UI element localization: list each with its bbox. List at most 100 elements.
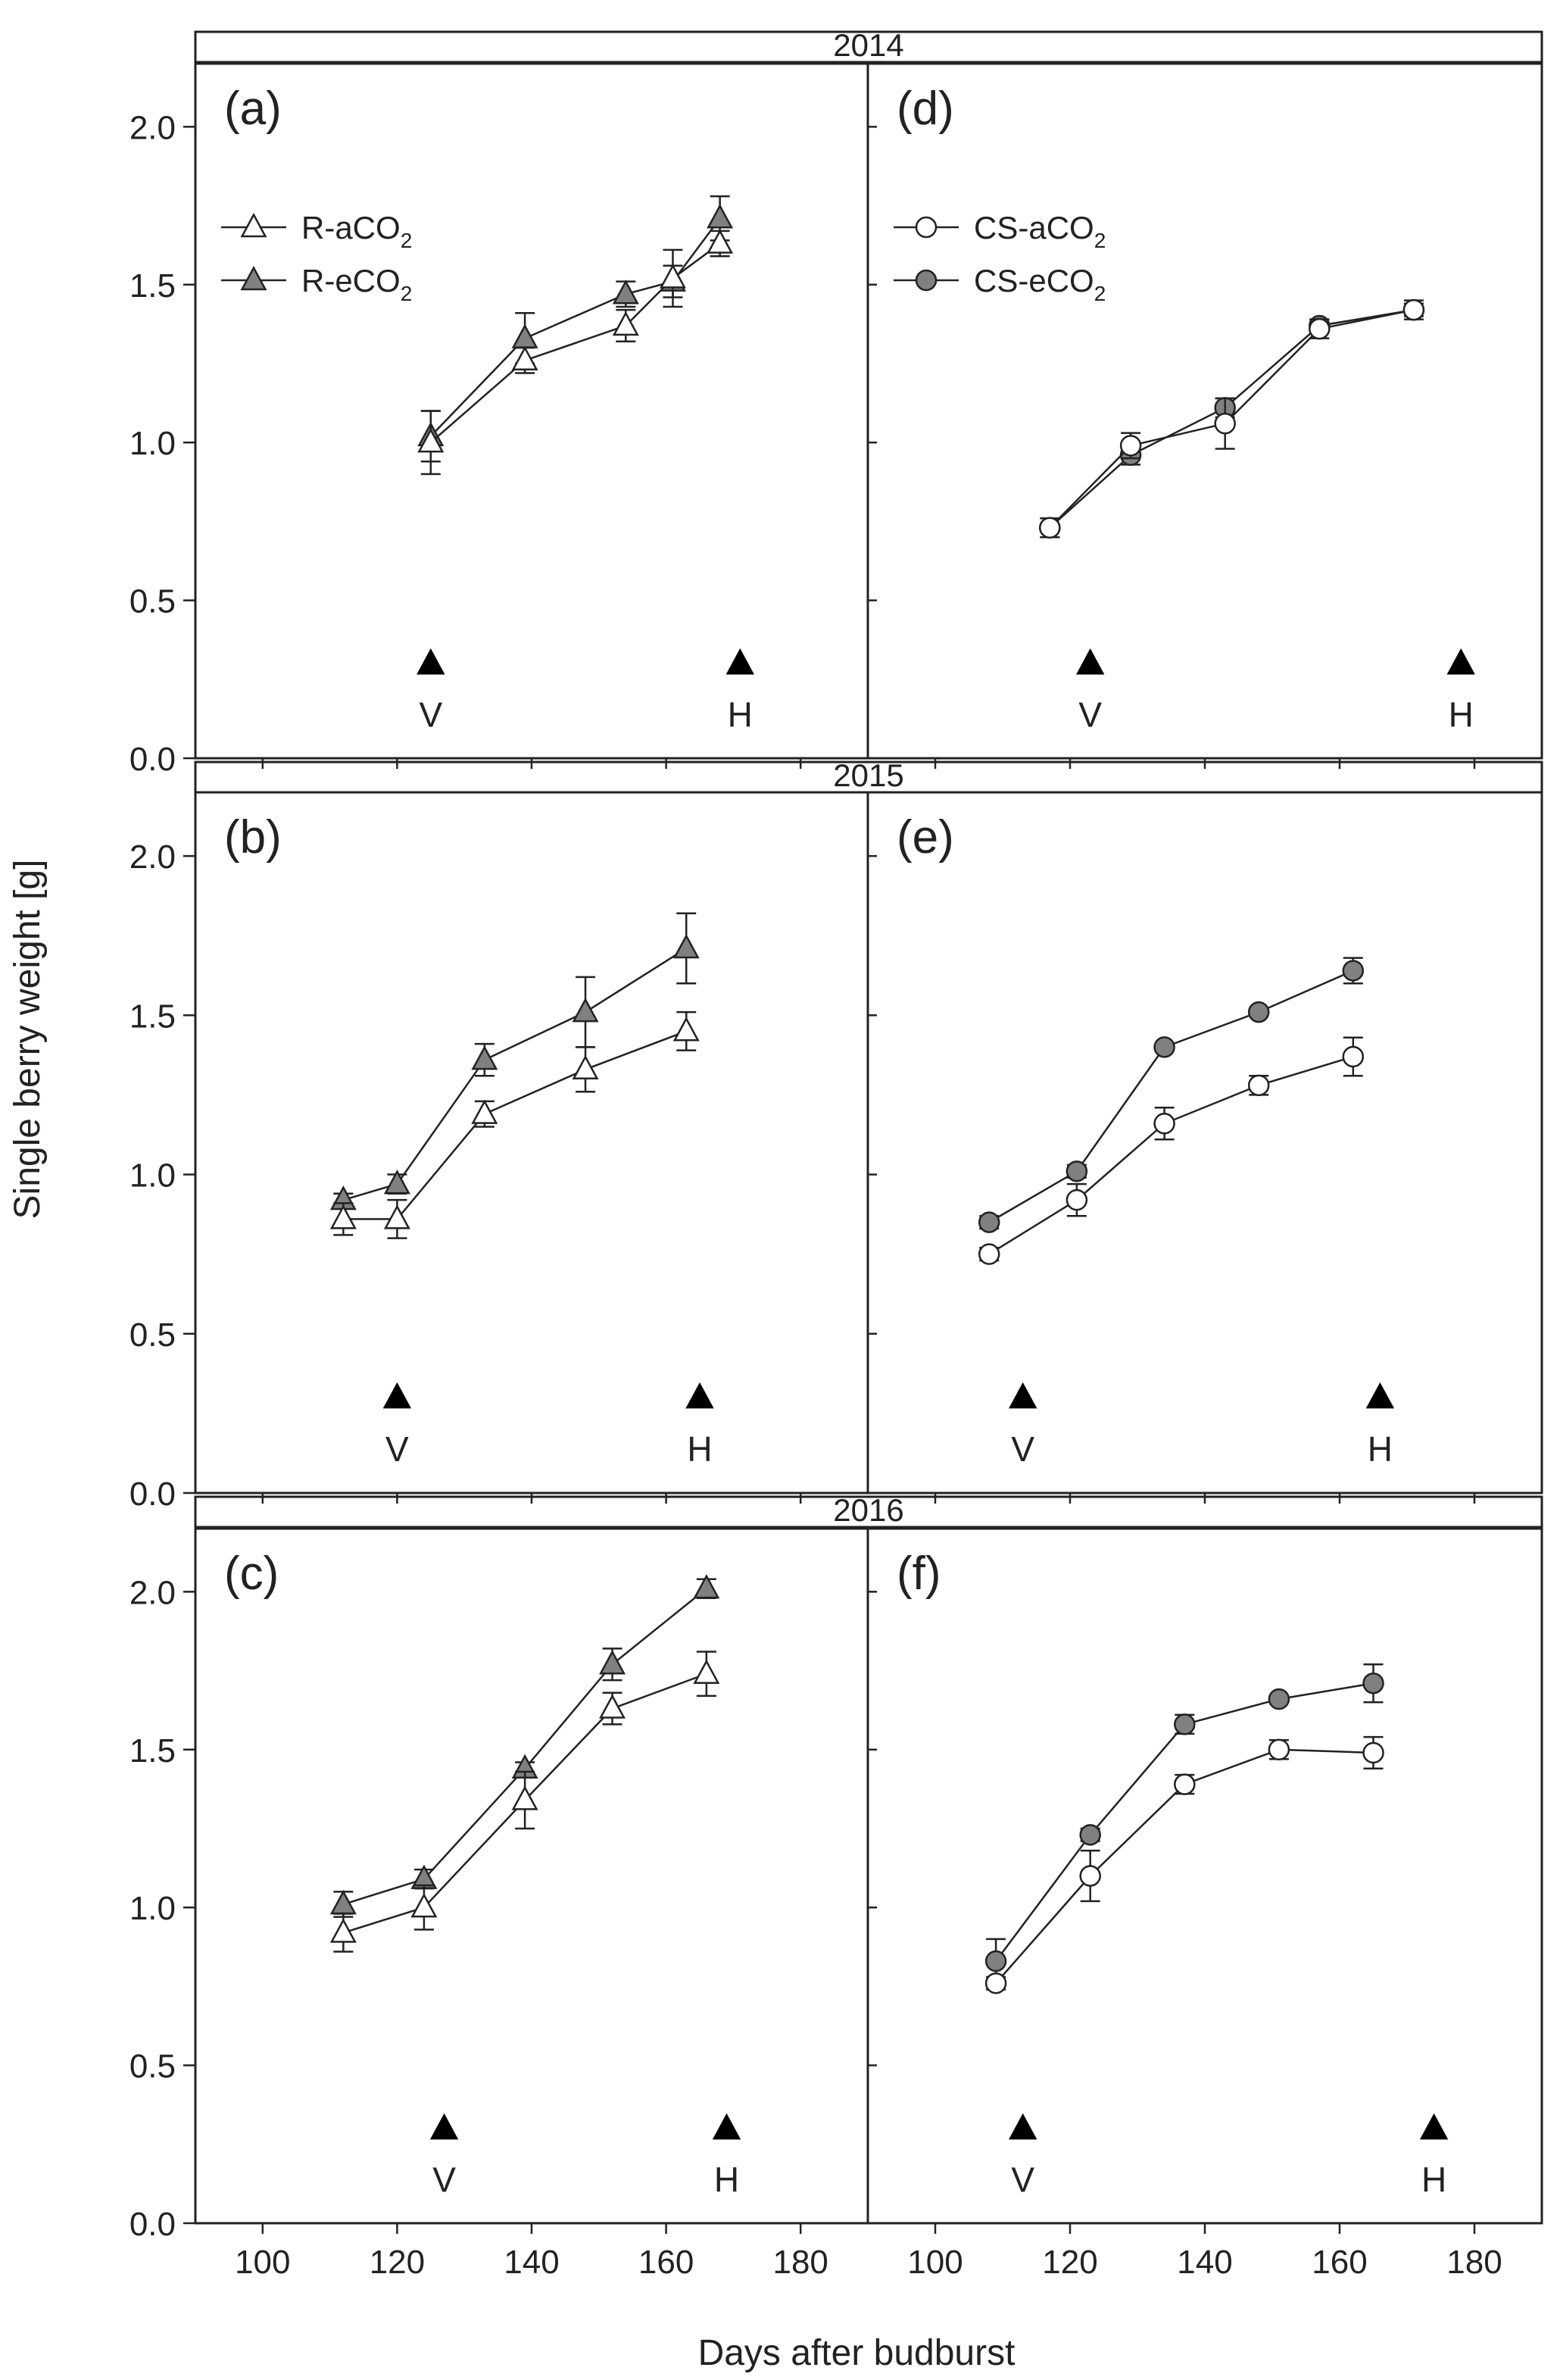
data-point xyxy=(417,428,445,453)
year-strip-2015 xyxy=(194,761,1543,794)
data-point xyxy=(1247,1001,1270,1023)
y-axis-title: Single berry weight [g] xyxy=(8,860,48,1220)
legend-entry-R-eCO2: R-eCO2 xyxy=(221,263,412,305)
data-point xyxy=(1342,1045,1365,1068)
y-tick-label: 2.0 xyxy=(129,839,176,876)
y-tick-label: 1.5 xyxy=(129,998,176,1035)
phenology-arrow-H xyxy=(1446,648,1475,675)
series-R-eCO2 xyxy=(417,195,734,463)
series-CS-eCO2 xyxy=(978,957,1365,1233)
y-tick-label: 0.0 xyxy=(129,2206,176,2243)
year-label-2015: 2015 xyxy=(833,757,903,793)
phenology-label-H: H xyxy=(687,1429,712,1469)
data-point xyxy=(659,264,686,289)
series-R-aCO2 xyxy=(329,1010,700,1239)
legend-label: R-aCO2 xyxy=(301,210,412,252)
panel-frame xyxy=(866,1527,1543,2225)
series-R-eCO2 xyxy=(329,1574,720,1918)
data-point xyxy=(511,1785,538,1810)
data-point xyxy=(612,311,639,336)
data-point xyxy=(978,1211,1000,1233)
data-point xyxy=(984,1950,1007,1972)
panel-frame xyxy=(866,62,1543,760)
panel-label: (a) xyxy=(224,83,282,135)
axes: 0.0 0.5 1.0 1.5 2.0 0.0 0.5 1.0 1.5 2.0 0.0 0.5 1.0 1… xyxy=(129,109,1502,2281)
data-point xyxy=(599,1650,626,1675)
x-tick-label: 180 xyxy=(1446,2244,1502,2281)
data-point xyxy=(693,1574,720,1599)
year-strip-2014 xyxy=(194,30,1543,64)
data-point xyxy=(693,1659,720,1684)
data-point xyxy=(612,280,639,305)
data-point xyxy=(329,1918,357,1943)
phenology-label-H: H xyxy=(1368,1429,1393,1469)
series-CS-eCO2 xyxy=(984,1663,1384,1985)
data-point xyxy=(1153,1113,1175,1135)
data-point xyxy=(1268,1688,1290,1710)
y-tick-label: 0.5 xyxy=(129,2048,176,2085)
data-point xyxy=(1362,1672,1384,1694)
legend-entry-CS-eCO2: CS-eCO2 xyxy=(894,263,1106,305)
phenology-label-V: V xyxy=(419,695,442,734)
phenology-arrow-V xyxy=(417,648,445,675)
series-line xyxy=(988,1055,1354,1255)
data-point xyxy=(1065,1188,1088,1211)
x-tick-label: 160 xyxy=(638,2244,694,2281)
phenology-arrow-V xyxy=(1009,2113,1037,2140)
year-strip-2016 xyxy=(194,1495,1543,1529)
y-tick-label: 1.5 xyxy=(129,1732,176,1769)
data-point xyxy=(471,1099,498,1124)
data-point xyxy=(1214,412,1236,435)
x-tick-label: 140 xyxy=(504,2244,559,2281)
legend-label: CS-aCO2 xyxy=(974,210,1106,252)
phenology-arrow-H xyxy=(685,1382,714,1409)
data-point xyxy=(1174,1713,1196,1735)
x-tick-label: 100 xyxy=(907,2244,963,2281)
phenology-label-V: V xyxy=(1011,1429,1034,1469)
phenology-label-H: H xyxy=(728,695,753,734)
y-tick-label: 0.5 xyxy=(129,583,176,620)
series-R-aCO2 xyxy=(417,229,734,476)
phenology-arrow-V xyxy=(1009,1382,1037,1409)
data-point xyxy=(1309,317,1331,340)
y-tick-label: 2.0 xyxy=(129,109,176,146)
data-point xyxy=(1402,298,1425,321)
panel-label: (e) xyxy=(897,811,954,864)
data-point xyxy=(1362,1741,1384,1764)
phenology-arrow-H xyxy=(725,648,754,675)
legend-marker xyxy=(915,216,938,239)
series-R-eCO2 xyxy=(329,912,700,1210)
y-tick-label: 1.0 xyxy=(129,425,176,462)
y-tick-label: 1.0 xyxy=(129,1890,176,1927)
phenology-label-V: V xyxy=(1011,2160,1034,2199)
data-point xyxy=(572,1054,599,1080)
data-point xyxy=(1039,517,1061,539)
panel-frame xyxy=(194,62,869,760)
data-point xyxy=(329,1204,357,1229)
x-tick-label: 120 xyxy=(1042,2244,1097,2281)
data-point xyxy=(1174,1773,1196,1795)
data-point xyxy=(1342,960,1365,982)
data-point xyxy=(1079,1865,1101,1887)
y-tick-label: 1.0 xyxy=(129,1157,176,1195)
y-tick-label: 0.0 xyxy=(129,741,176,778)
phenology-label-H: H xyxy=(714,2160,739,2199)
data-point xyxy=(1119,435,1142,457)
legend-label: CS-eCO2 xyxy=(974,263,1106,305)
x-tick-label: 100 xyxy=(235,2244,290,2281)
legend-marker xyxy=(240,265,267,291)
year-label-2014: 2014 xyxy=(833,27,903,63)
data-point xyxy=(383,1204,410,1229)
data-point xyxy=(672,933,700,959)
data-point xyxy=(978,1243,1000,1265)
legend-marker xyxy=(915,269,938,292)
data-point xyxy=(707,204,734,229)
x-tick-label: 120 xyxy=(370,2244,425,2281)
year-strips: 2014 2015 2016 xyxy=(194,27,1543,1529)
x-tick-label: 180 xyxy=(772,2244,828,2281)
panel-label: (f) xyxy=(897,1548,941,1600)
phenology-label-H: H xyxy=(1449,695,1474,734)
phenology-arrow-H xyxy=(1419,2113,1449,2140)
legend-marker xyxy=(240,212,267,238)
data-point xyxy=(511,345,538,371)
